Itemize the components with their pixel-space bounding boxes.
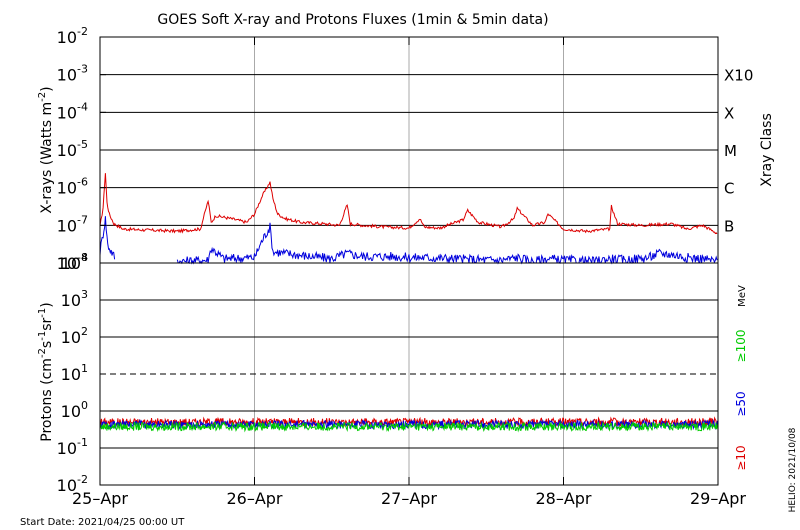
xray-y-tick-label: 10-8 [57,251,88,273]
xray-class-axis-label: Xray Class [759,113,775,187]
xray-gridlines [100,37,718,263]
proton-legend-item: ≥10 [734,445,748,470]
xray-class-label: X [724,104,734,122]
proton-y-ticks: 104 103 102 101 100 10-1 10-2 [57,251,106,495]
xray-y-tick-label: 10-7 [57,213,88,235]
proton-y-tick-label: 102 [61,325,88,347]
xray-panel: 10-2 10-3 10-4 10-5 10-6 10-7 10-8 X10 X M C B X-r… [37,25,775,273]
proton-gridlines [100,263,718,485]
x-tick-label: 28–Apr [535,489,591,508]
start-date-label: Start Date: 2021/04/25 00:00 UT [20,517,185,528]
proton-y-tick-label: 10-1 [57,436,88,458]
proton-legend-item: ≥100 [734,330,748,363]
proton-y-tick-label: 104 [61,251,88,273]
credit-label: HELIO: 2021/10/08 [788,427,798,512]
proton-unit-label: MeV [737,285,748,307]
xray-y-tick-label: 10-2 [57,25,88,47]
proton-series-line [99,421,719,433]
x-tick-label: 29–Apr [690,489,746,508]
xray-y-tick-label: 10-5 [57,138,88,160]
proton-panel: 104 103 102 101 100 10-1 10-2 Protons (cm-2s-1… [37,251,748,495]
xray-y-tick-label: 10-3 [57,63,88,85]
chart-title: GOES Soft X-ray and Protons Fluxes (1min… [157,12,548,28]
x-tick-label: 26–Apr [226,489,282,508]
xray-y-tick-label: 10-6 [57,176,88,198]
xray-class-label: B [724,217,734,235]
proton-legend-item: ≥50 [734,391,748,416]
proton-series-group [99,416,719,433]
x-tick-label: 25–Apr [72,489,128,508]
xray-class-label: M [724,142,737,160]
proton-y-tick-label: 103 [61,288,88,310]
xray-series-long [99,173,718,235]
xray-class-labels: X10 X M C B [724,67,753,236]
proton-y-tick-label: 101 [61,362,88,384]
xray-y-axis-label: X-rays (Watts m-2) [37,86,55,213]
xray-class-label: C [724,180,734,198]
xray-y-tick-label: 10-4 [57,100,88,122]
x-tick-label: 27–Apr [381,489,437,508]
proton-y-axis-label: Protons (cm-2s-1sr-1) [37,302,55,441]
proton-y-tick-label: 100 [61,399,88,421]
xray-y-ticks: 10-2 10-3 10-4 10-5 10-6 10-7 10-8 [57,25,106,273]
xray-class-label: X10 [724,67,753,85]
proton-y-tick-label: 10-2 [57,473,88,495]
x-axis-ticks: 25–Apr 26–Apr 27–Apr 28–Apr 29–Apr [72,37,746,508]
proton-legend: ≥10 ≥50 ≥100 [734,330,748,471]
